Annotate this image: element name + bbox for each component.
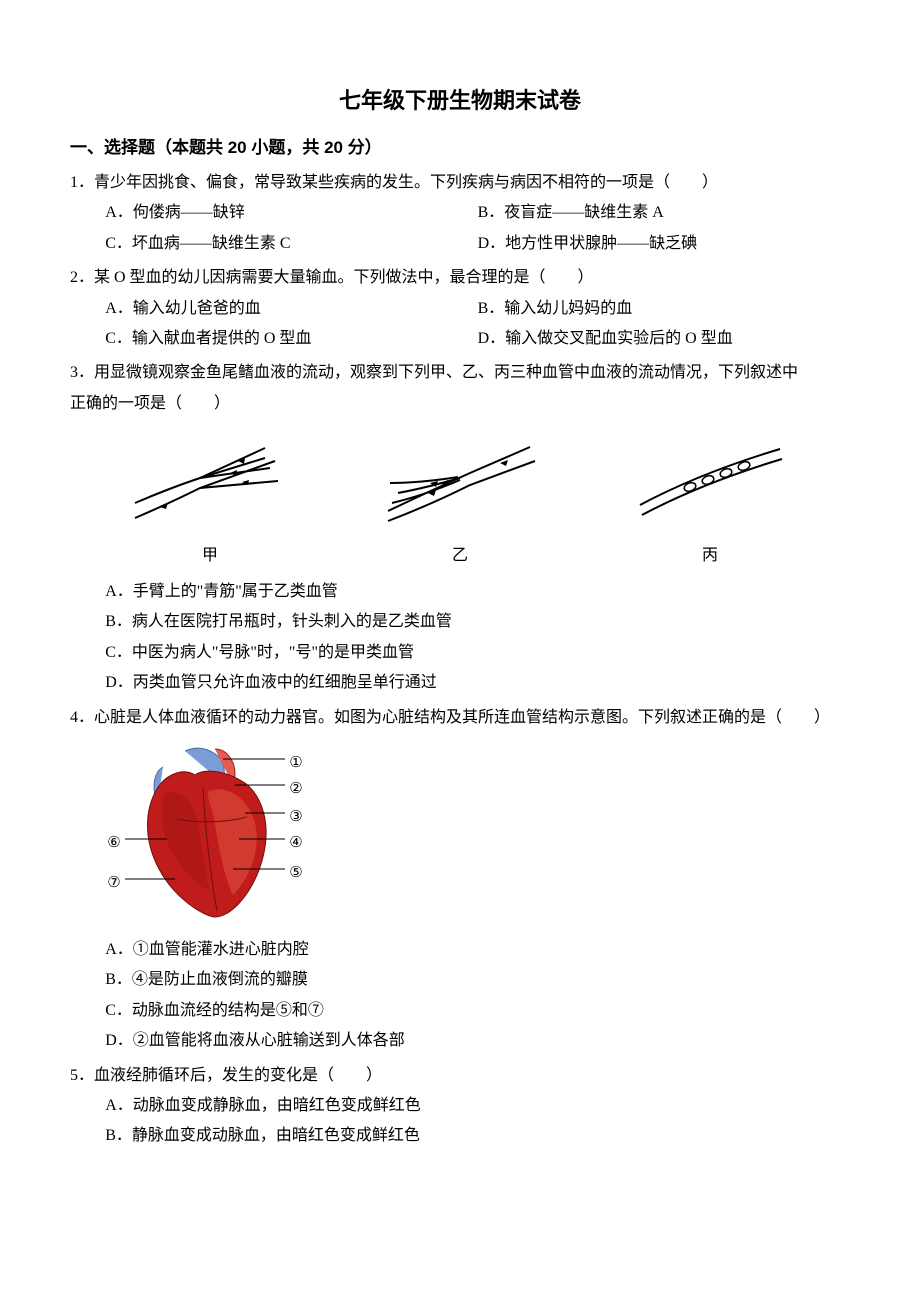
q1-opt-d: D．地方性甲状腺肿——缺乏碘 — [478, 229, 850, 259]
page-title: 七年级下册生物期末试卷 — [70, 80, 850, 122]
heart-label-6: ⑥ — [107, 829, 120, 858]
q4-figure: ① ② ③ ④ ⑤ ⑥ ⑦ — [105, 739, 850, 929]
q4-opt-b: B．④是防止血液倒流的瓣膜 — [105, 965, 850, 995]
vessel-bing-icon — [630, 433, 790, 523]
q2-opt-c: C．输入献血者提供的 O 型血 — [105, 324, 477, 354]
heart-label-2: ② — [289, 775, 302, 804]
q3-stem-line1: 3．用显微镜观察金鱼尾鳍血液的流动，观察到下列甲、乙、丙三种血管中血液的流动情况… — [70, 358, 850, 388]
q2-opt-b: B．输入幼儿妈妈的血 — [478, 294, 850, 324]
heart-label-4: ④ — [289, 829, 302, 858]
heart-label-3: ③ — [289, 803, 302, 832]
vessel-yi-icon — [380, 433, 540, 523]
q1-opt-b: B．夜盲症——缺维生素 A — [478, 198, 850, 228]
q5-options: A．动脉血变成静脉血，由暗红色变成鲜红色 B．静脉血变成动脉血，由暗红色变成鲜红… — [70, 1091, 850, 1152]
question-2: 2．某 O 型血的幼儿因病需要大量输血。下列做法中，最合理的是（ ） A．输入幼… — [70, 263, 850, 354]
q1-options: A．佝偻病——缺锌 B．夜盲症——缺维生素 A C．坏血病——缺维生素 C D．… — [70, 198, 850, 259]
q3-fig-jia: 甲 — [130, 433, 290, 571]
q3-fig-jia-label: 甲 — [130, 541, 290, 571]
q3-opt-d: D．丙类血管只允许血液中的红细胞呈单行通过 — [105, 668, 850, 698]
q3-opt-a: A．手臂上的"青筋"属于乙类血管 — [105, 577, 850, 607]
q4-opt-c: C．动脉血流经的结构是⑤和⑦ — [105, 996, 850, 1026]
q1-opt-a: A．佝偻病——缺锌 — [105, 198, 477, 228]
q3-fig-yi-label: 乙 — [380, 541, 540, 571]
q5-opt-a: A．动脉血变成静脉血，由暗红色变成鲜红色 — [105, 1091, 850, 1121]
q5-opt-b: B．静脉血变成动脉血，由暗红色变成鲜红色 — [105, 1121, 850, 1151]
q1-opt-c: C．坏血病——缺维生素 C — [105, 229, 477, 259]
q4-stem: 4．心脏是人体血液循环的动力器官。如图为心脏结构及其所连血管结构示意图。下列叙述… — [70, 703, 850, 733]
q3-opt-b: B．病人在医院打吊瓶时，针头刺入的是乙类血管 — [105, 607, 850, 637]
q3-figure-row: 甲 乙 — [70, 433, 850, 571]
q4-opt-a: A．①血管能灌水进心脏内腔 — [105, 935, 850, 965]
q3-fig-bing: 丙 — [630, 433, 790, 571]
q2-opt-d: D．输入做交叉配血实验后的 O 型血 — [478, 324, 850, 354]
q3-fig-bing-label: 丙 — [630, 541, 790, 571]
question-3: 3．用显微镜观察金鱼尾鳍血液的流动，观察到下列甲、乙、丙三种血管中血液的流动情况… — [70, 358, 850, 698]
q2-options: A．输入幼儿爸爸的血 B．输入幼儿妈妈的血 C．输入献血者提供的 O 型血 D．… — [70, 294, 850, 355]
question-5: 5．血液经肺循环后，发生的变化是（ ） A．动脉血变成静脉血，由暗红色变成鲜红色… — [70, 1061, 850, 1152]
q2-stem: 2．某 O 型血的幼儿因病需要大量输血。下列做法中，最合理的是（ ） — [70, 263, 850, 293]
q3-fig-yi: 乙 — [380, 433, 540, 571]
q4-options: A．①血管能灌水进心脏内腔 B．④是防止血液倒流的瓣膜 C．动脉血流经的结构是⑤… — [70, 935, 850, 1057]
heart-label-1: ① — [289, 749, 302, 778]
vessel-jia-icon — [130, 433, 290, 523]
q4-opt-d: D．②血管能将血液从心脏输送到人体各部 — [105, 1026, 850, 1056]
q5-stem: 5．血液经肺循环后，发生的变化是（ ） — [70, 1061, 850, 1091]
heart-label-5: ⑤ — [289, 859, 302, 888]
section-1-header: 一、选择题（本题共 20 小题，共 20 分） — [70, 132, 850, 164]
question-4: 4．心脏是人体血液循环的动力器官。如图为心脏结构及其所连血管结构示意图。下列叙述… — [70, 703, 850, 1057]
q3-options: A．手臂上的"青筋"属于乙类血管 B．病人在医院打吊瓶时，针头刺入的是乙类血管 … — [70, 577, 850, 699]
q3-opt-c: C．中医为病人"号脉"时，"号"的是甲类血管 — [105, 638, 850, 668]
q2-opt-a: A．输入幼儿爸爸的血 — [105, 294, 477, 324]
question-1: 1．青少年因挑食、偏食，常导致某些疾病的发生。下列疾病与病因不相符的一项是（ ）… — [70, 168, 850, 259]
q1-stem: 1．青少年因挑食、偏食，常导致某些疾病的发生。下列疾病与病因不相符的一项是（ ） — [70, 168, 850, 198]
q3-stem-line2: 正确的一项是（ ） — [70, 389, 850, 419]
heart-label-7: ⑦ — [107, 869, 120, 898]
